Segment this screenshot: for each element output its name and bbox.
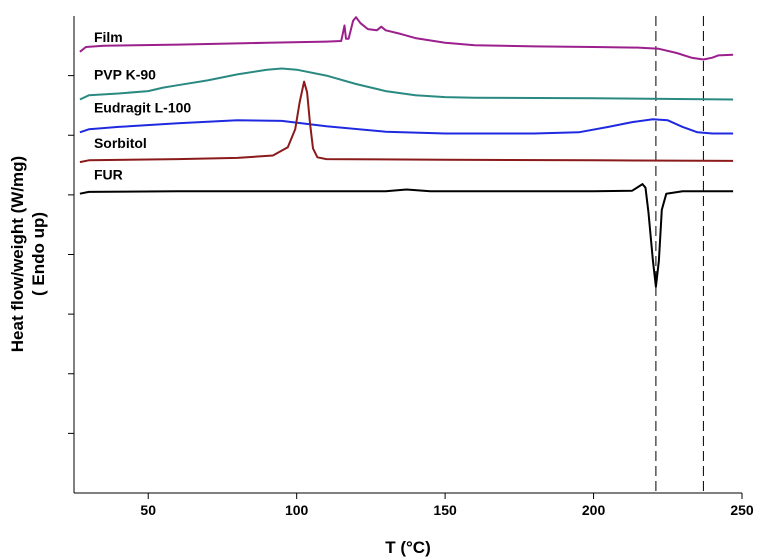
y-axis-title-line1: Heat flow/weight (W/mg) (8, 156, 27, 352)
series-line (79, 118, 734, 135)
series-line (79, 16, 734, 61)
series-label: Sorbitol (94, 135, 147, 151)
plot-area: 50 100 150 200 250 Film PVP K-90 Eudragit L-10… (68, 16, 754, 518)
series-label: Film (94, 29, 123, 45)
series-line (79, 183, 734, 288)
series-line (79, 67, 734, 101)
x-axis-title: T (°C) (385, 538, 431, 557)
x-ticks: 50 100 150 200 250 (140, 493, 754, 518)
series-label: FUR (94, 167, 123, 183)
series-label: PVP K-90 (94, 66, 156, 82)
x-tick-label: 200 (582, 502, 606, 518)
reference-lines (655, 16, 704, 493)
y-ticks (68, 75, 74, 434)
series-group (79, 16, 734, 288)
x-tick-label: 150 (433, 502, 457, 518)
x-tick-label: 100 (285, 502, 309, 518)
x-tick-label: 250 (730, 502, 754, 518)
x-tick-label: 50 (140, 502, 156, 518)
series-label: Eudragit L-100 (94, 99, 191, 115)
y-axis-title-line2: ( Endo up) (29, 212, 48, 296)
series-labels: Film PVP K-90 Eudragit L-100 Sorbitol FUR (94, 29, 191, 183)
series-line (79, 80, 734, 164)
